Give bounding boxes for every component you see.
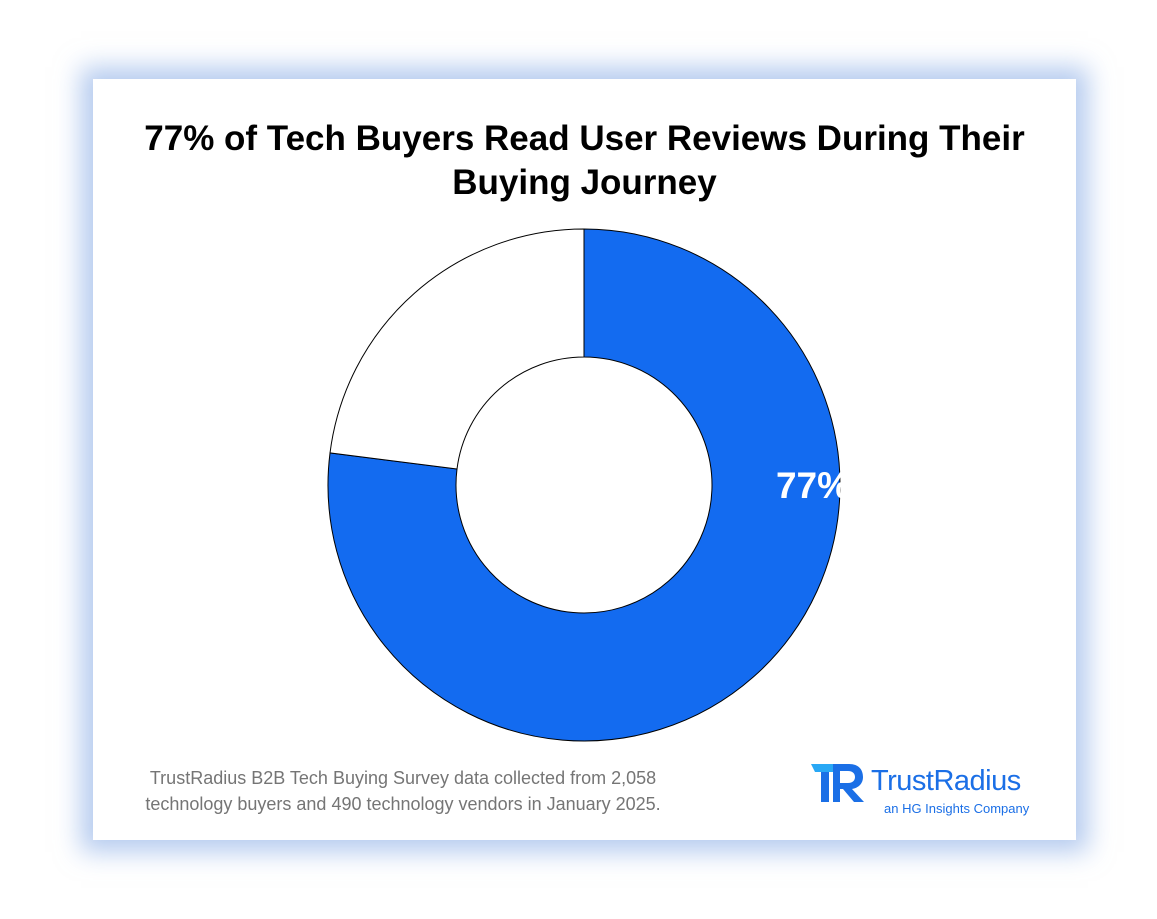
chart-title: 77% of Tech Buyers Read User Reviews Dur… <box>144 119 1025 202</box>
slice-label-1: 77% <box>776 465 850 506</box>
donut-slice-2 <box>329 228 585 470</box>
logo-tagline: an HG Insights Company <box>884 801 1030 816</box>
trustradius-logo-mark-icon <box>811 764 864 802</box>
donut-chart: 77% <box>327 228 850 742</box>
source-footnote: TrustRadius B2B Tech Buying Survey data … <box>145 768 661 814</box>
chart-card: 77% of Tech Buyers Read User Reviews Dur… <box>93 79 1076 840</box>
trustradius-logo: TrustRadius an HG Insights Company <box>809 762 1049 822</box>
donut-slice-1 <box>327 228 841 742</box>
logo-wordmark: TrustRadius <box>871 765 1021 797</box>
